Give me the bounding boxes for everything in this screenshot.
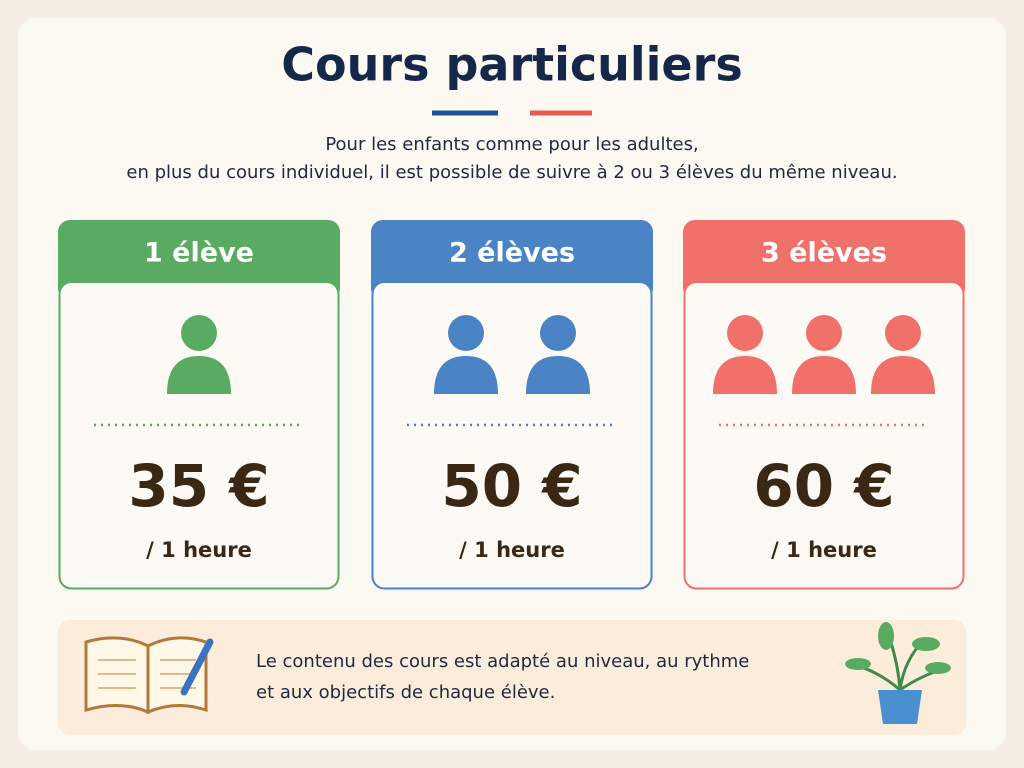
footer-note: Le contenu des cours est adapté au nivea… <box>256 651 749 672</box>
person-icon <box>448 315 484 351</box>
subtitle: Pour les enfants comme pour les adultes, <box>325 134 698 155</box>
person-icon <box>713 356 777 394</box>
subtitle: en plus du cours individuel, il est poss… <box>126 162 897 183</box>
plant-icon <box>845 622 951 724</box>
price: 35 € <box>128 452 269 520</box>
person-icon <box>792 356 856 394</box>
card-title: 1 élève <box>144 238 254 269</box>
person-icon <box>727 315 763 351</box>
person-icon <box>871 356 935 394</box>
price-unit: / 1 heure <box>146 538 252 562</box>
person-icon <box>806 315 842 351</box>
card-title: 3 élèves <box>761 238 887 269</box>
footer-note: et aux objectifs de chaque élève. <box>256 682 555 703</box>
card-header <box>683 220 965 300</box>
card-header <box>58 220 340 300</box>
person-icon <box>526 356 590 394</box>
person-icon <box>540 315 576 351</box>
price-unit: / 1 heure <box>459 538 565 562</box>
price: 50 € <box>441 452 582 520</box>
card <box>58 281 340 590</box>
person-icon <box>434 356 498 394</box>
price: 60 € <box>753 452 894 520</box>
price-unit: / 1 heure <box>771 538 877 562</box>
card-header <box>371 220 653 300</box>
card-title: 2 élèves <box>449 238 575 269</box>
person-icon <box>167 356 231 394</box>
cards: 1 élève 35 € / 1 heure 2 élèves 50 € / 1 heur… <box>58 220 965 590</box>
book-icon <box>84 636 214 715</box>
card <box>371 281 653 590</box>
person-icon <box>885 315 921 351</box>
title: Cours particuliers <box>281 38 742 92</box>
person-icon <box>181 315 217 351</box>
footer-box <box>58 620 966 735</box>
